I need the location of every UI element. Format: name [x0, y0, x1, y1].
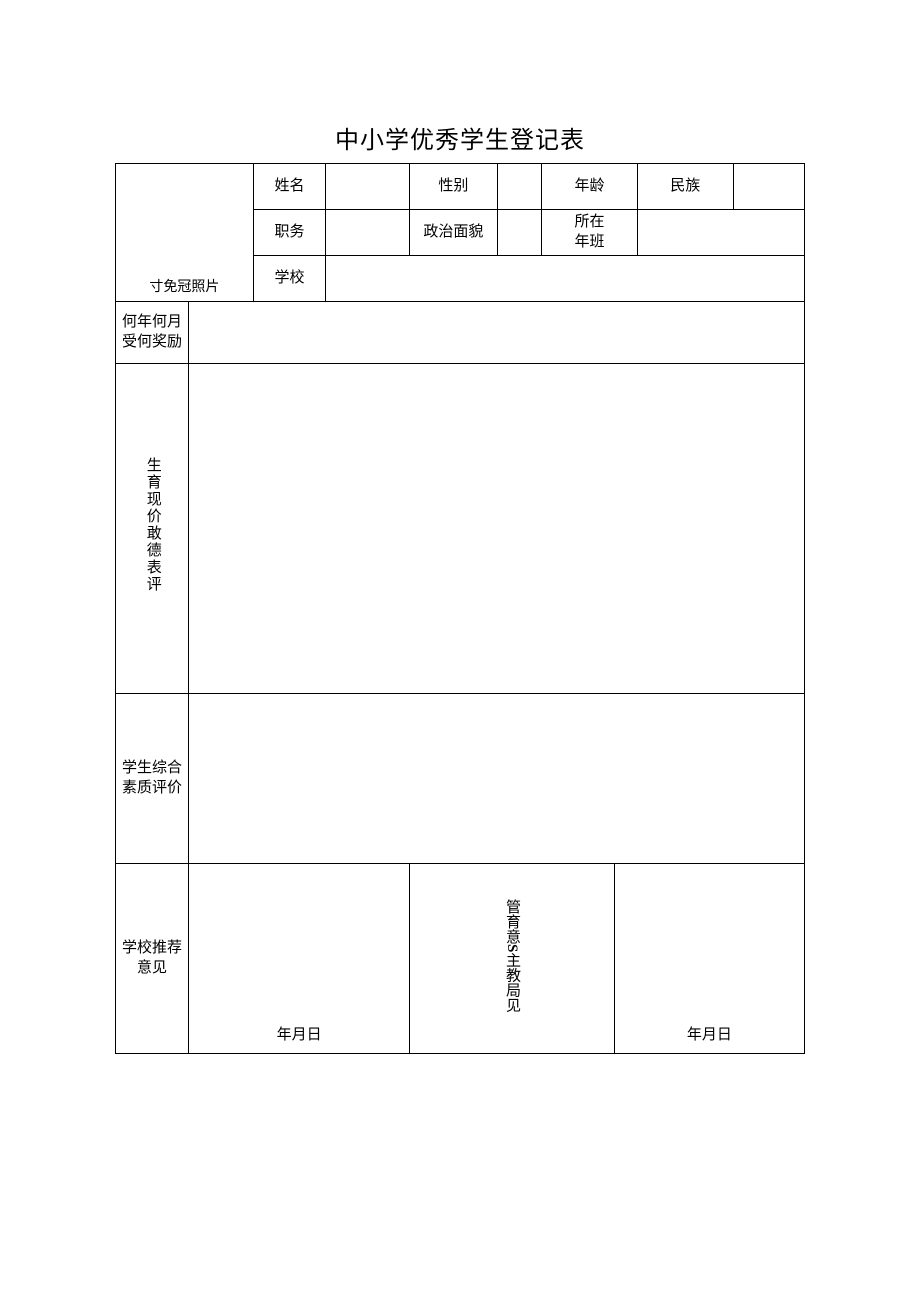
award-value — [189, 302, 805, 364]
name-value — [326, 164, 410, 210]
registration-table: 寸免冠照片 姓名 性别 年龄 民族 职务 政治面貌 所在 年班 学校 何年何月 … — [115, 163, 805, 1054]
position-label: 职务 — [253, 210, 325, 256]
gender-value — [497, 164, 542, 210]
bureau-rec-value: 年月日 — [614, 864, 804, 1054]
political-label: 政治面貌 — [410, 210, 498, 256]
name-label: 姓名 — [253, 164, 325, 210]
bureau-label: 管育意S主教局见 — [410, 864, 615, 1054]
performance-label: 生育现价敢德表评 — [116, 364, 189, 694]
form-title: 中小学优秀学生登记表 — [115, 120, 805, 155]
ethnicity-value — [734, 164, 805, 210]
bureau-label-text: 管育意S主教局见 — [503, 899, 521, 1012]
bureau-rec-date: 年月日 — [687, 1027, 732, 1043]
age-label: 年龄 — [542, 164, 637, 210]
school-rec-label: 学校推荐 意见 — [116, 864, 189, 1054]
class-value — [637, 210, 804, 256]
school-rec-date: 年月日 — [277, 1027, 322, 1043]
position-value — [326, 210, 410, 256]
photo-cell: 寸免冠照片 — [116, 164, 254, 302]
evaluation-label: 学生综合 素质评价 — [116, 694, 189, 864]
political-value — [497, 210, 542, 256]
school-label: 学校 — [253, 256, 325, 302]
gender-label: 性别 — [410, 164, 498, 210]
performance-label-text: 生育现价敢德表评 — [142, 457, 162, 593]
award-label: 何年何月 受何奖励 — [116, 302, 189, 364]
school-rec-value: 年月日 — [189, 864, 410, 1054]
class-label: 所在 年班 — [542, 210, 637, 256]
school-value — [326, 256, 805, 302]
performance-value — [189, 364, 805, 694]
ethnicity-label: 民族 — [637, 164, 733, 210]
evaluation-value — [189, 694, 805, 864]
